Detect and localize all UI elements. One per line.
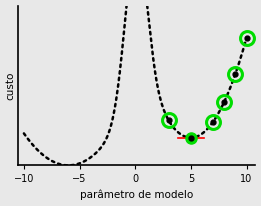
- X-axis label: parâmetro de modelo: parâmetro de modelo: [80, 190, 193, 200]
- Y-axis label: custo: custo: [5, 71, 16, 100]
